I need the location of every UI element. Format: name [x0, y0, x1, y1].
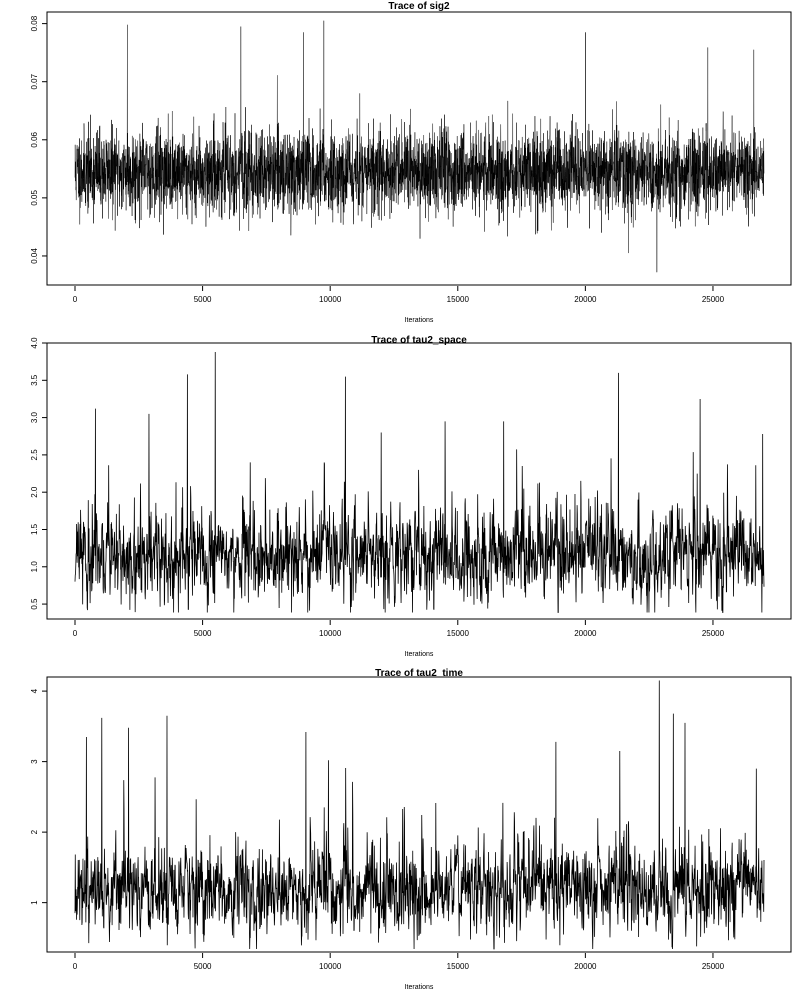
x-axis-label: Iterations [405, 317, 434, 324]
x-tick-label: 25000 [702, 629, 725, 638]
y-axis: 1 2 3 4 [30, 688, 47, 905]
x-axis-label: Iterations [405, 651, 434, 658]
x-tick-label: 0 [73, 629, 78, 638]
x-axis: 0 5000 10000 15000 20000 25000 [73, 953, 725, 971]
y-tick-label: 0.05 [30, 190, 39, 206]
y-tick-label: 1.0 [30, 561, 39, 573]
y-tick-label: 2.5 [30, 449, 39, 461]
y-tick-label: 4.0 [30, 337, 39, 349]
panel-tau2-time: Trace of tau2_time Iterations 0 5000 10000… [30, 668, 792, 991]
x-tick-label: 25000 [702, 962, 725, 971]
x-tick-label: 20000 [574, 629, 597, 638]
y-tick-label: 3 [30, 759, 39, 764]
y-axis: 0.5 1.0 1.5 2.0 2.5 3.0 3.5 4.0 [30, 337, 47, 610]
x-tick-label: 15000 [447, 295, 470, 304]
panel-tau2-space: Trace of tau2_space Iterations 0 5000 1000… [30, 335, 792, 658]
y-tick-label: 1.5 [30, 523, 39, 535]
x-tick-label: 10000 [319, 962, 342, 971]
panel-sig2: Trace of sig2 Iterations 0 5000 10000 15000… [30, 1, 792, 324]
x-tick-label: 5000 [194, 295, 212, 304]
y-tick-label: 3.0 [30, 411, 39, 423]
plot-frame [46, 676, 792, 953]
y-tick-label: 2 [30, 829, 39, 834]
y-tick-label: 2.0 [30, 486, 39, 498]
x-tick-label: 15000 [447, 629, 470, 638]
trace-line [74, 20, 765, 273]
x-tick-label: 5000 [194, 962, 212, 971]
x-tick-label: 5000 [194, 629, 212, 638]
y-tick-label: 1 [30, 900, 39, 905]
plot-frame [46, 342, 792, 620]
x-axis-label: Iterations [405, 984, 434, 991]
x-tick-label: 0 [73, 295, 78, 304]
chart-title: Trace of sig2 [388, 1, 450, 12]
chart-title: Trace of tau2_time [375, 668, 463, 679]
trace-line [74, 351, 765, 613]
y-tick-label: 0.07 [30, 73, 39, 89]
y-tick-label: 0.06 [30, 131, 39, 147]
x-tick-label: 10000 [319, 629, 342, 638]
y-axis: 0.04 0.05 0.06 0.07 0.08 [30, 15, 47, 264]
y-tick-label: 4 [30, 688, 39, 693]
x-tick-label: 20000 [574, 962, 597, 971]
y-tick-label: 3.5 [30, 374, 39, 386]
y-tick-label: 0.08 [30, 15, 39, 31]
y-tick-label: 0.5 [30, 598, 39, 610]
x-tick-label: 25000 [702, 295, 725, 304]
x-tick-label: 0 [73, 962, 78, 971]
x-axis: 0 5000 10000 15000 20000 25000 [73, 620, 725, 638]
x-tick-label: 20000 [574, 295, 597, 304]
plot-frame [46, 11, 792, 286]
x-axis: 0 5000 10000 15000 20000 25000 [73, 286, 725, 304]
y-tick-label: 0.04 [30, 248, 39, 264]
trace-line [74, 680, 765, 950]
x-tick-label: 10000 [319, 295, 342, 304]
chart-title: Trace of tau2_space [371, 335, 467, 346]
x-tick-label: 15000 [447, 962, 470, 971]
